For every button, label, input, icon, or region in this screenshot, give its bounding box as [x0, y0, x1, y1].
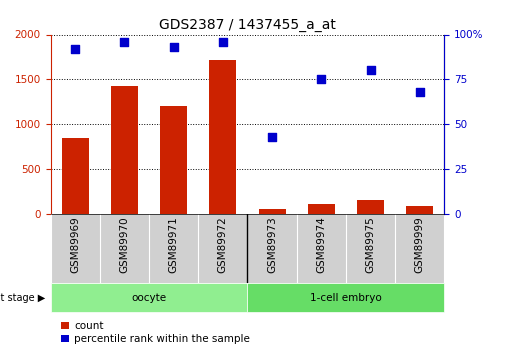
- Text: GSM89969: GSM89969: [70, 217, 80, 273]
- Point: [416, 89, 424, 95]
- Text: GSM89999: GSM89999: [415, 217, 425, 273]
- Title: GDS2387 / 1437455_a_at: GDS2387 / 1437455_a_at: [159, 18, 336, 32]
- Bar: [111, 86, 138, 214]
- Bar: [406, 206, 433, 214]
- Point: [219, 39, 227, 45]
- Point: [317, 77, 325, 82]
- Text: development stage ▶: development stage ▶: [0, 293, 45, 303]
- Bar: [50, 283, 247, 312]
- Bar: [308, 204, 335, 214]
- Text: GSM89970: GSM89970: [119, 217, 129, 273]
- Point: [120, 39, 128, 45]
- Legend: count, percentile rank within the sample: count, percentile rank within the sample: [61, 321, 250, 344]
- Point: [71, 46, 79, 52]
- Text: GSM89971: GSM89971: [169, 217, 179, 273]
- Text: GSM89975: GSM89975: [366, 217, 376, 273]
- Text: GSM89972: GSM89972: [218, 217, 228, 273]
- Bar: [62, 138, 89, 214]
- Point: [268, 134, 276, 139]
- Bar: [357, 199, 384, 214]
- Text: 1-cell embryo: 1-cell embryo: [310, 293, 382, 303]
- Point: [367, 68, 375, 73]
- Bar: [259, 209, 286, 214]
- Bar: [209, 60, 236, 214]
- Text: GSM89974: GSM89974: [316, 217, 326, 273]
- Bar: [247, 283, 444, 312]
- Bar: [160, 106, 187, 214]
- Text: oocyte: oocyte: [131, 293, 167, 303]
- Text: GSM89973: GSM89973: [267, 217, 277, 273]
- Point: [170, 44, 178, 50]
